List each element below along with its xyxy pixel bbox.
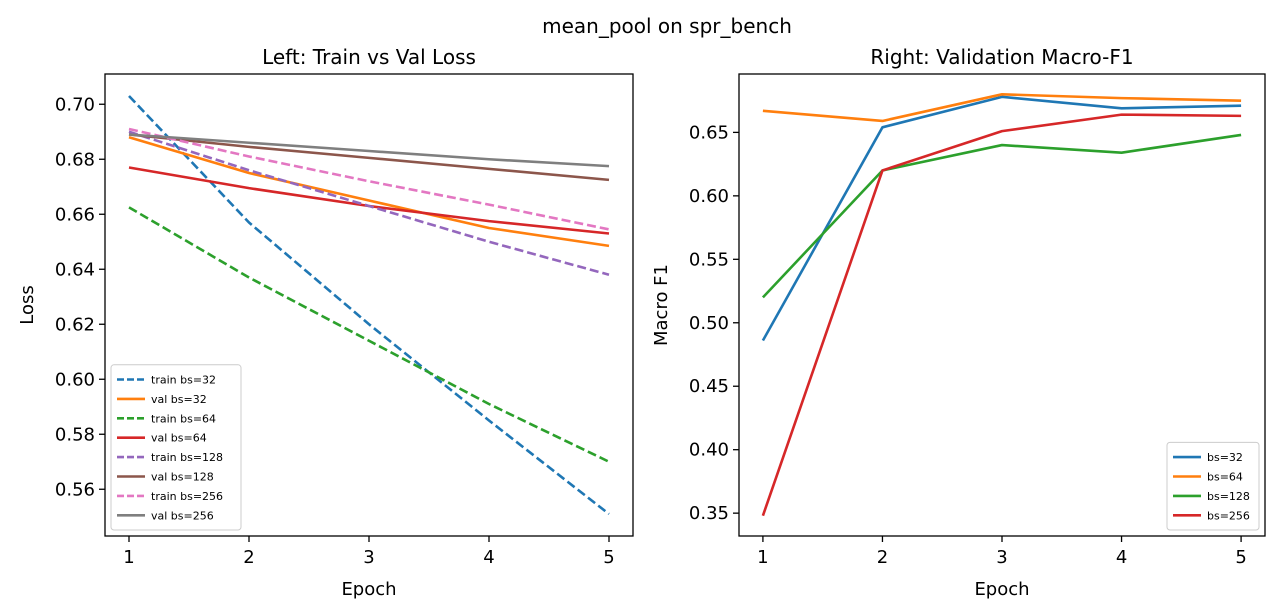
- panel-0-legend-label: val bs=32: [151, 393, 207, 406]
- panel-1-series-line-1: [762, 93, 1242, 123]
- panel-0-legend-label: val bs=64: [151, 432, 207, 445]
- panel-0-y-tick-label: 0.62: [55, 314, 95, 335]
- panel-0-legend-label: train bs=128: [151, 451, 223, 464]
- panel-1-legend-box: [1166, 441, 1260, 531]
- panel-0-x-axis-label: Epoch: [341, 579, 396, 600]
- panel-0-series-line-1: [128, 136, 610, 248]
- panel-0-y-tick-label: 0.56: [55, 479, 95, 500]
- panel-1-y-tick-label: 0.45: [689, 376, 729, 397]
- panel-1-legend: bs=32 bs=64 bs=128 bs=256: [1166, 441, 1260, 531]
- panel-1-series-line-2: [761, 133, 1242, 299]
- panel-1-y-tick-label: 0.40: [689, 440, 729, 461]
- panel-0-x-tick-label: 4: [483, 547, 494, 568]
- panel-1-x-tick-label: 4: [1116, 547, 1127, 568]
- panel-0-legend: train bs=32 val bs=32 train bs=64 val bs=64…: [110, 364, 242, 531]
- panel-1-legend-label: bs=256: [1207, 509, 1250, 522]
- panel-0-y-tick-label: 0.60: [55, 369, 95, 390]
- panel-0-y-tick-label: 0.58: [55, 424, 95, 445]
- panel-0-series-line-6: [128, 127, 610, 231]
- panel-1-legend-label: bs=128: [1207, 490, 1250, 503]
- panel-0-series-line-4: [128, 130, 610, 277]
- panel-0-x-tick-label: 1: [123, 547, 134, 568]
- panel-1-y-tick-label: 0.50: [689, 313, 729, 334]
- panel-0-x-tick-label: 5: [603, 547, 614, 568]
- panel-0-series-line-5: [128, 133, 610, 182]
- panel-validation-macro-f1: 1 2 3 4 5 0.35 0.40 0.45 0.50 0.55 0.60 0.65 Right: …: [651, 45, 1266, 600]
- panel-0-legend-label: train bs=256: [151, 490, 223, 503]
- panel-0-y-tick-label: 0.66: [55, 204, 95, 225]
- panel-train-val-loss: 1 2 3 4 5 0.56 0.58 0.60 0.62 0.64 0.66 0.68 0.70 Lef…: [17, 45, 634, 600]
- panel-1-x-tick-label: 2: [877, 547, 888, 568]
- panel-0-series-line-7: [128, 133, 610, 168]
- panel-1-x-tick-label: 3: [996, 547, 1007, 568]
- panel-1-x-axis-label: Epoch: [974, 579, 1029, 600]
- panel-1-y-tick-label: 0.60: [689, 186, 729, 207]
- panel-1-series-line-0: [761, 95, 1242, 342]
- panel-1-y-tick-label: 0.65: [689, 122, 729, 143]
- panel-0-series-line-0: [128, 95, 610, 516]
- panel-1-legend-label: bs=64: [1207, 471, 1243, 484]
- panel-1-y-axis-label: Macro F1: [651, 264, 672, 346]
- panel-0-y-axis-label: Loss: [17, 285, 38, 324]
- panel-0-legend-label: train bs=32: [151, 374, 216, 387]
- panel-0-legend-box: [110, 364, 242, 531]
- panel-1-y-tick-label: 0.55: [689, 249, 729, 270]
- panel-0-series-line-2: [128, 206, 610, 463]
- panel-0-x-tick-label: 2: [243, 547, 254, 568]
- panel-0-y-tick-label: 0.68: [55, 149, 95, 170]
- panel-1-series-line-3: [761, 113, 1242, 517]
- panel-1-legend-label: bs=32: [1207, 451, 1243, 464]
- panel-1-title: Right: Validation Macro-F1: [870, 45, 1133, 69]
- figure-suptitle: mean_pool on spr_bench: [542, 14, 792, 38]
- panel-0-title: Left: Train vs Val Loss: [262, 45, 476, 69]
- panel-0-y-tick-label: 0.64: [55, 259, 95, 280]
- panel-1-x-tick-label: 5: [1235, 547, 1246, 568]
- panel-0-legend-label: val bs=256: [151, 509, 214, 522]
- panel-0-y-tick-label: 0.70: [55, 94, 95, 115]
- panel-0-legend-label: val bs=128: [151, 471, 214, 484]
- panel-1-x-tick-label: 1: [757, 547, 768, 568]
- panel-0-legend-label: train bs=64: [151, 412, 216, 425]
- panel-0-x-tick-label: 3: [363, 547, 374, 568]
- panel-1-y-tick-label: 0.35: [689, 503, 729, 524]
